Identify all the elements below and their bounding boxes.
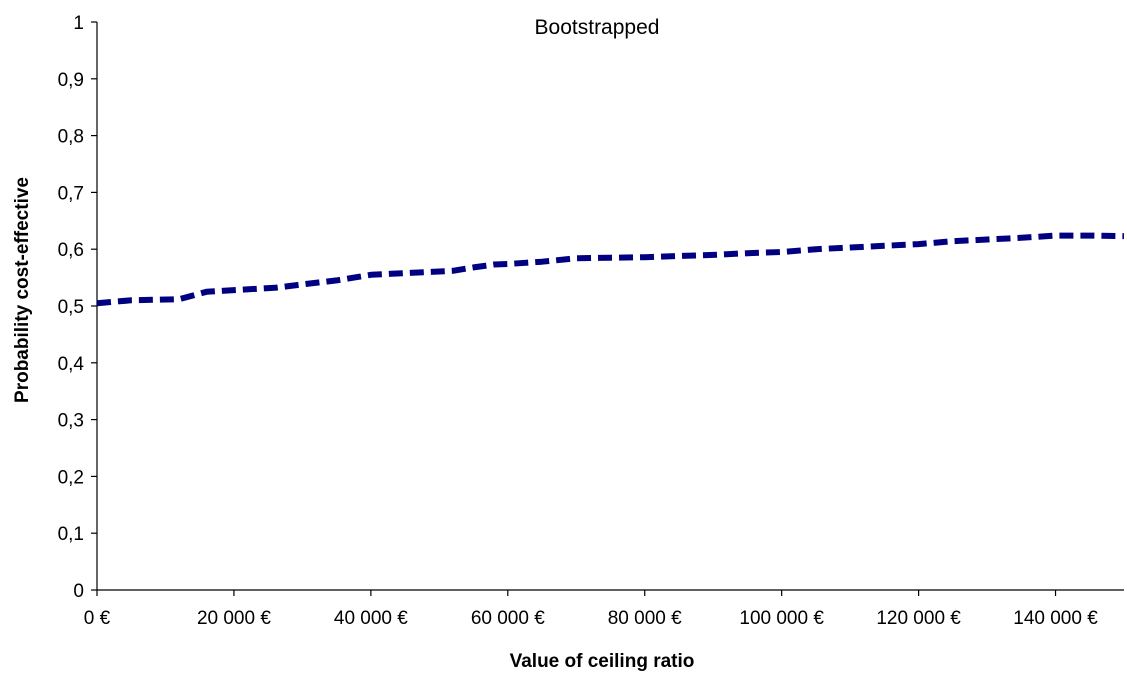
- y-tick-label: 0,3: [58, 411, 84, 432]
- y-tick-label: 0,8: [58, 127, 84, 148]
- x-tick-label: 20 000 €: [197, 608, 271, 629]
- y-tick-label: 0,5: [58, 297, 84, 318]
- y-tick-label: 0,2: [58, 467, 84, 488]
- series-layer: [96, 232, 1125, 307]
- y-tick-label: 0,9: [58, 70, 84, 91]
- y-axis-title: Probability cost-effective: [12, 177, 33, 403]
- x-tick-label: 100 000 €: [739, 608, 824, 629]
- y-tick-label: 0: [73, 581, 84, 602]
- y-tick-label: 0,6: [58, 240, 84, 261]
- y-tick-label: 1: [73, 13, 84, 34]
- x-tick-label: 120 000 €: [876, 608, 961, 629]
- x-tick-label: 80 000 €: [608, 608, 682, 629]
- x-axis-title: Value of ceiling ratio: [510, 651, 695, 672]
- x-tick-label: 40 000 €: [334, 608, 408, 629]
- axes: [91, 21, 1124, 596]
- x-tick-label: 60 000 €: [471, 608, 545, 629]
- series-line: [96, 232, 1125, 307]
- tick-labels: 0 0,1 0,2 0,3 0,4 0,5 0,6 0,7 0,8 0,9 1 0 € 20 000 €…: [58, 13, 1099, 629]
- x-tick-label: 0 €: [84, 608, 111, 629]
- y-tick-label: 0,4: [58, 354, 85, 375]
- chart-title: Bootstrapped: [535, 16, 660, 39]
- x-tick-label: 140 000 €: [1013, 608, 1098, 629]
- y-tick-label: 0,7: [58, 183, 84, 204]
- y-tick-label: 0,1: [58, 524, 84, 545]
